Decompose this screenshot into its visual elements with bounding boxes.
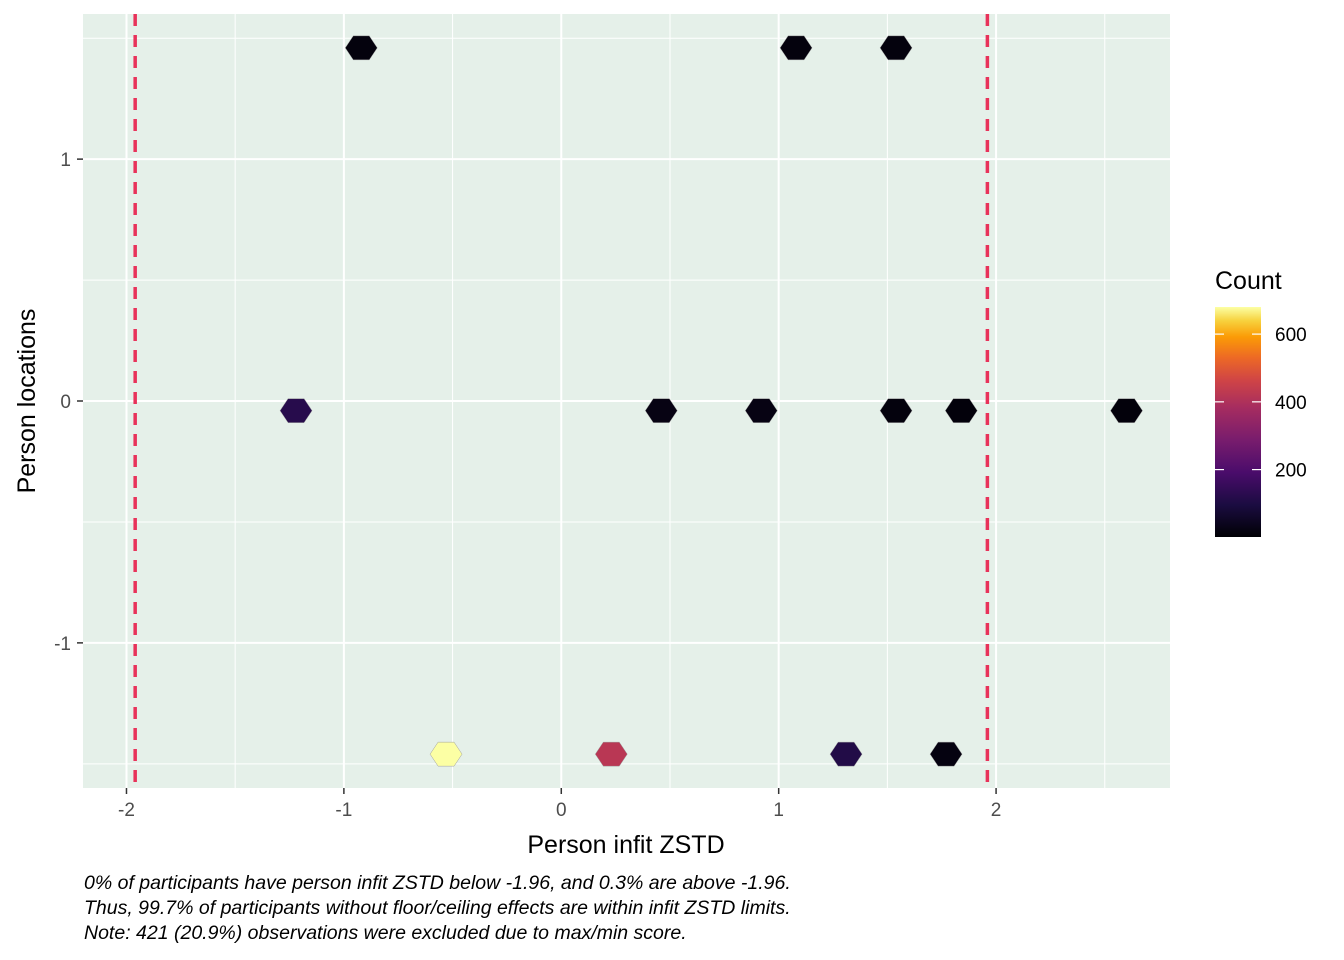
hexbin-cell	[1110, 398, 1143, 423]
caption-line-2: Thus, 99.7% of participants without floo…	[84, 897, 791, 919]
caption-line-3: Note: 421 (20.9%) observations were excl…	[84, 922, 687, 944]
legend-colorbar	[1215, 307, 1261, 537]
hexbin-cell	[594, 741, 628, 767]
hexbin-cells	[279, 35, 1143, 767]
y-axis-title: Person locations	[13, 309, 41, 494]
y-tick-label: -1	[54, 634, 71, 655]
hexbin-cell	[929, 741, 963, 767]
legend-tick-label: 600	[1275, 325, 1307, 346]
hexbin-cell	[829, 741, 863, 767]
hexbin-cell	[429, 741, 463, 767]
legend-ticks: 200 400 600	[1215, 325, 1307, 482]
y-tick-label: 1	[60, 150, 71, 171]
legend: Count 200 400 600	[1215, 267, 1307, 537]
reference-lines	[133, 14, 990, 788]
caption-line-1: 0% of participants have person infit ZST…	[84, 872, 791, 894]
x-tick-label: 1	[773, 800, 784, 821]
hexbin-cell	[644, 398, 678, 423]
hexbin-cell	[944, 398, 978, 423]
hexbin-cell	[344, 35, 378, 61]
caption: 0% of participants have person infit ZST…	[84, 871, 791, 946]
x-axis: -2 -1 0 1 2	[118, 788, 1001, 821]
legend-title: Count	[1215, 267, 1282, 295]
hexbin-cell	[879, 35, 913, 61]
legend-tick-label: 400	[1275, 393, 1307, 414]
x-axis-title: Person infit ZSTD	[527, 831, 724, 859]
hexbin-cell	[744, 398, 778, 423]
hexbin-cell	[279, 398, 313, 423]
hexbin-cell	[879, 398, 913, 423]
x-tick-label: -2	[118, 800, 135, 821]
legend-tick-label: 200	[1275, 461, 1307, 482]
grid-lines	[83, 14, 1170, 788]
y-axis: -1 0 1	[54, 150, 83, 655]
x-tick-label: 0	[556, 800, 567, 821]
y-tick-label: 0	[60, 392, 71, 413]
x-tick-label: -1	[335, 800, 352, 821]
hexbin-cell	[779, 35, 813, 61]
x-tick-label: 2	[991, 800, 1002, 821]
